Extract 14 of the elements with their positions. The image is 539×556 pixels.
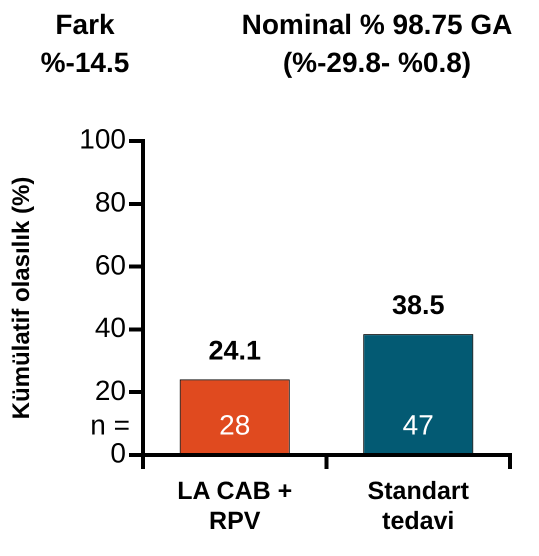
x-tick-label: LA CAB + RPV	[177, 476, 292, 535]
annotation: 28	[219, 410, 250, 441]
y-tick-label: 100	[79, 124, 126, 155]
y-tick-label: 60	[94, 249, 126, 280]
data-label: 24.1	[208, 335, 262, 366]
y-axis-title: Kümülatif olasılık (%)	[8, 176, 36, 420]
data-label: 38.5	[392, 290, 445, 320]
text: Fark %-14.5	[40, 8, 130, 80]
y-tick-label: 20	[94, 374, 126, 406]
y-tick-label: 80	[94, 186, 126, 218]
text: Nominal % 98.75 GA (%-29.8- %0.8)	[240, 8, 514, 80]
annotation: 47	[402, 410, 434, 441]
x-tick-label: Standart tedavi	[368, 476, 470, 535]
y-tick-label: 40	[94, 312, 126, 344]
